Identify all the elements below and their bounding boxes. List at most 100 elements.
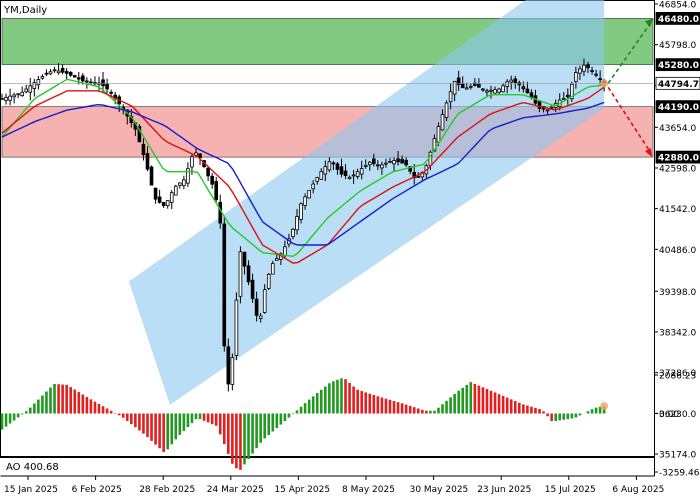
candle-body-down [404,159,408,166]
price-label-last_price: 44794.7 [658,80,699,90]
panel-gap [1,458,655,476]
candle-body-up [367,161,372,166]
ao-histogram[interactable] [0,378,609,470]
candle-body-down [477,83,481,88]
price-tick-label: 35174.0 [659,451,696,461]
candle [56,63,61,75]
candle-body-down [68,71,73,76]
candle [513,75,518,89]
candle-body-up [440,114,445,131]
candle-body-up [186,168,190,184]
candle [586,61,590,74]
candle-body-up [307,190,311,199]
candle [186,162,190,187]
candle-body-up [230,357,235,385]
candle-body-up [299,203,303,220]
candle [481,87,485,92]
candle [222,216,227,352]
candle [173,184,178,196]
candle-body-down [598,78,602,81]
price-label-resistance: 45280.0 [658,61,699,71]
candle [206,167,210,181]
candle [165,200,170,209]
candle [254,291,259,322]
candle [4,93,8,105]
candle [363,159,368,169]
candle-body-up [169,192,174,203]
candle [372,153,376,167]
candle [230,353,235,391]
price-label-box [655,58,700,72]
candle [40,74,45,80]
time-tick-label: 6 Feb 2025 [72,485,122,495]
candle-body-down [81,75,85,82]
candle [570,81,574,102]
candle [36,75,41,90]
price-label-target_down: 42880.0 [658,154,699,164]
candle [315,176,320,185]
candle-body-down [343,170,348,177]
candle-body-down [408,166,412,172]
candle-body-up [52,69,57,72]
price-label-support: 44190.0 [658,103,699,113]
candle [566,88,570,105]
candle-body-down [72,75,77,78]
price-labels: 46480.0 45280.0 44794.7 44190.0 42880.0 [655,12,700,164]
candle-body-up [56,70,61,74]
price-tick-label: 39398.0 [659,288,696,298]
candle-body-up [384,162,388,165]
candle-body-down [210,175,214,185]
candle-body-down [525,88,530,94]
candle-body-up [489,89,493,92]
candle [24,84,29,94]
candle-body-down [198,153,202,159]
candle [440,109,445,131]
time-tick-label: 23 Jun 2025 [477,485,531,495]
candle [452,80,457,102]
candle-body-down [76,77,81,80]
candle-body-down [145,153,150,170]
price-tick-label: 41542.0 [659,205,696,215]
candle-body-down [149,166,154,186]
price-tick-label: 40486.0 [659,246,696,256]
candle-body-up [165,200,170,207]
arrow-up-head [645,18,653,28]
candle-body-up [323,166,328,175]
forecast-arrows-layer [600,18,653,158]
candle [137,124,142,143]
candle-body-up [48,71,53,75]
candle [351,169,356,184]
candle-body-down [331,162,336,165]
candle-body-up [8,95,12,101]
ao-tick-label: -3259.46 [659,469,700,479]
candle [109,89,113,97]
candle-body-up [275,258,279,261]
candle-body-up [36,79,41,86]
candle [331,160,336,171]
candle [0,93,4,100]
candle-body-up [315,177,320,182]
candle [60,64,65,75]
moving-average-3 [1,101,605,246]
candle-body-down [109,91,113,94]
candle-body-up [493,89,497,94]
candle [582,58,586,77]
candle [295,208,299,235]
candle [299,202,303,224]
candle [311,180,315,194]
candle [307,190,311,199]
price-label-target_up: 46480.0 [658,15,699,25]
candle [444,100,449,122]
price-tick-label: 45798.0 [659,41,696,51]
time-tick-label: 8 May 2025 [342,485,395,495]
candle [52,66,57,73]
candle [178,182,182,189]
candle-body-down [254,298,259,316]
price-tick-label: 38342.0 [659,328,696,338]
price-tick-label: 36230.0 [659,410,696,420]
candle-body-up [295,216,299,231]
candle [85,77,89,89]
candle-body-up [501,85,505,93]
candle [525,81,530,94]
